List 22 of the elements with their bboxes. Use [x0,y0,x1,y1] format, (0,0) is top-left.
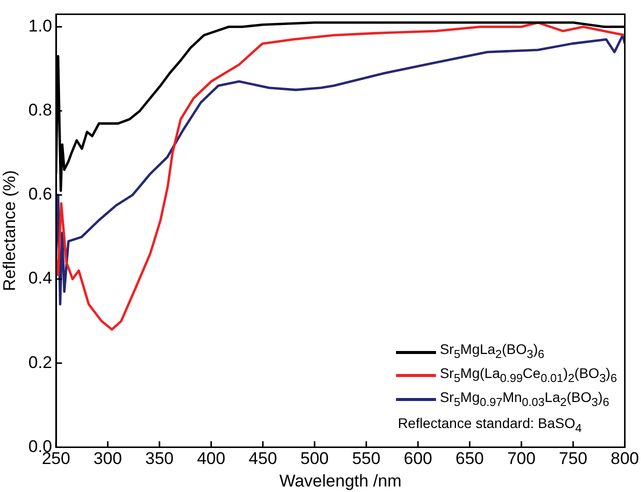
y-tick-label: 0.2 [28,352,52,372]
y-tick-label: 0.8 [28,100,52,120]
x-tick-label: 650 [456,449,484,468]
x-tick-label: 450 [248,449,278,468]
x-tick-label: 500 [300,449,329,468]
text: Sr$_{5}$Mg(La$_{0.99}$Ce$_{0.01}$)$_{2}$(BO$_{3}$)$_{6}$ [440,364,617,385]
text: Sr$_{5}$Mg$_{0.97}$Mn$_{0.03}$La$_{2}$(BO$_{3}$)$_{6}$ [440,388,610,409]
x-tick-label: 350 [145,449,174,468]
x-tick-label: 700 [507,449,536,468]
y-axis-title: Reflectance (%) [0,170,19,292]
annotation: Reflectance standard: BaSO$_{4}$ [396,414,583,436]
x-tick-label: 550 [352,449,380,468]
x-tick-label: 300 [94,449,122,468]
legend-label: Sr$_{5}$MgLa$_{2}$(BO$_{3}$)$_{6}$ [440,340,544,363]
y-tick-label: 0.6 [28,184,52,204]
y-tick-label: 1.0 [28,16,52,36]
y-tick-label: 0.4 [28,268,52,288]
x-tick-label: 750 [558,449,588,468]
x-tick-label: 600 [404,449,432,468]
x-tick-label: 400 [196,449,226,468]
x-tick-label: 800 [610,449,640,468]
x-axis-title: Wavelength /nm [279,471,402,490]
